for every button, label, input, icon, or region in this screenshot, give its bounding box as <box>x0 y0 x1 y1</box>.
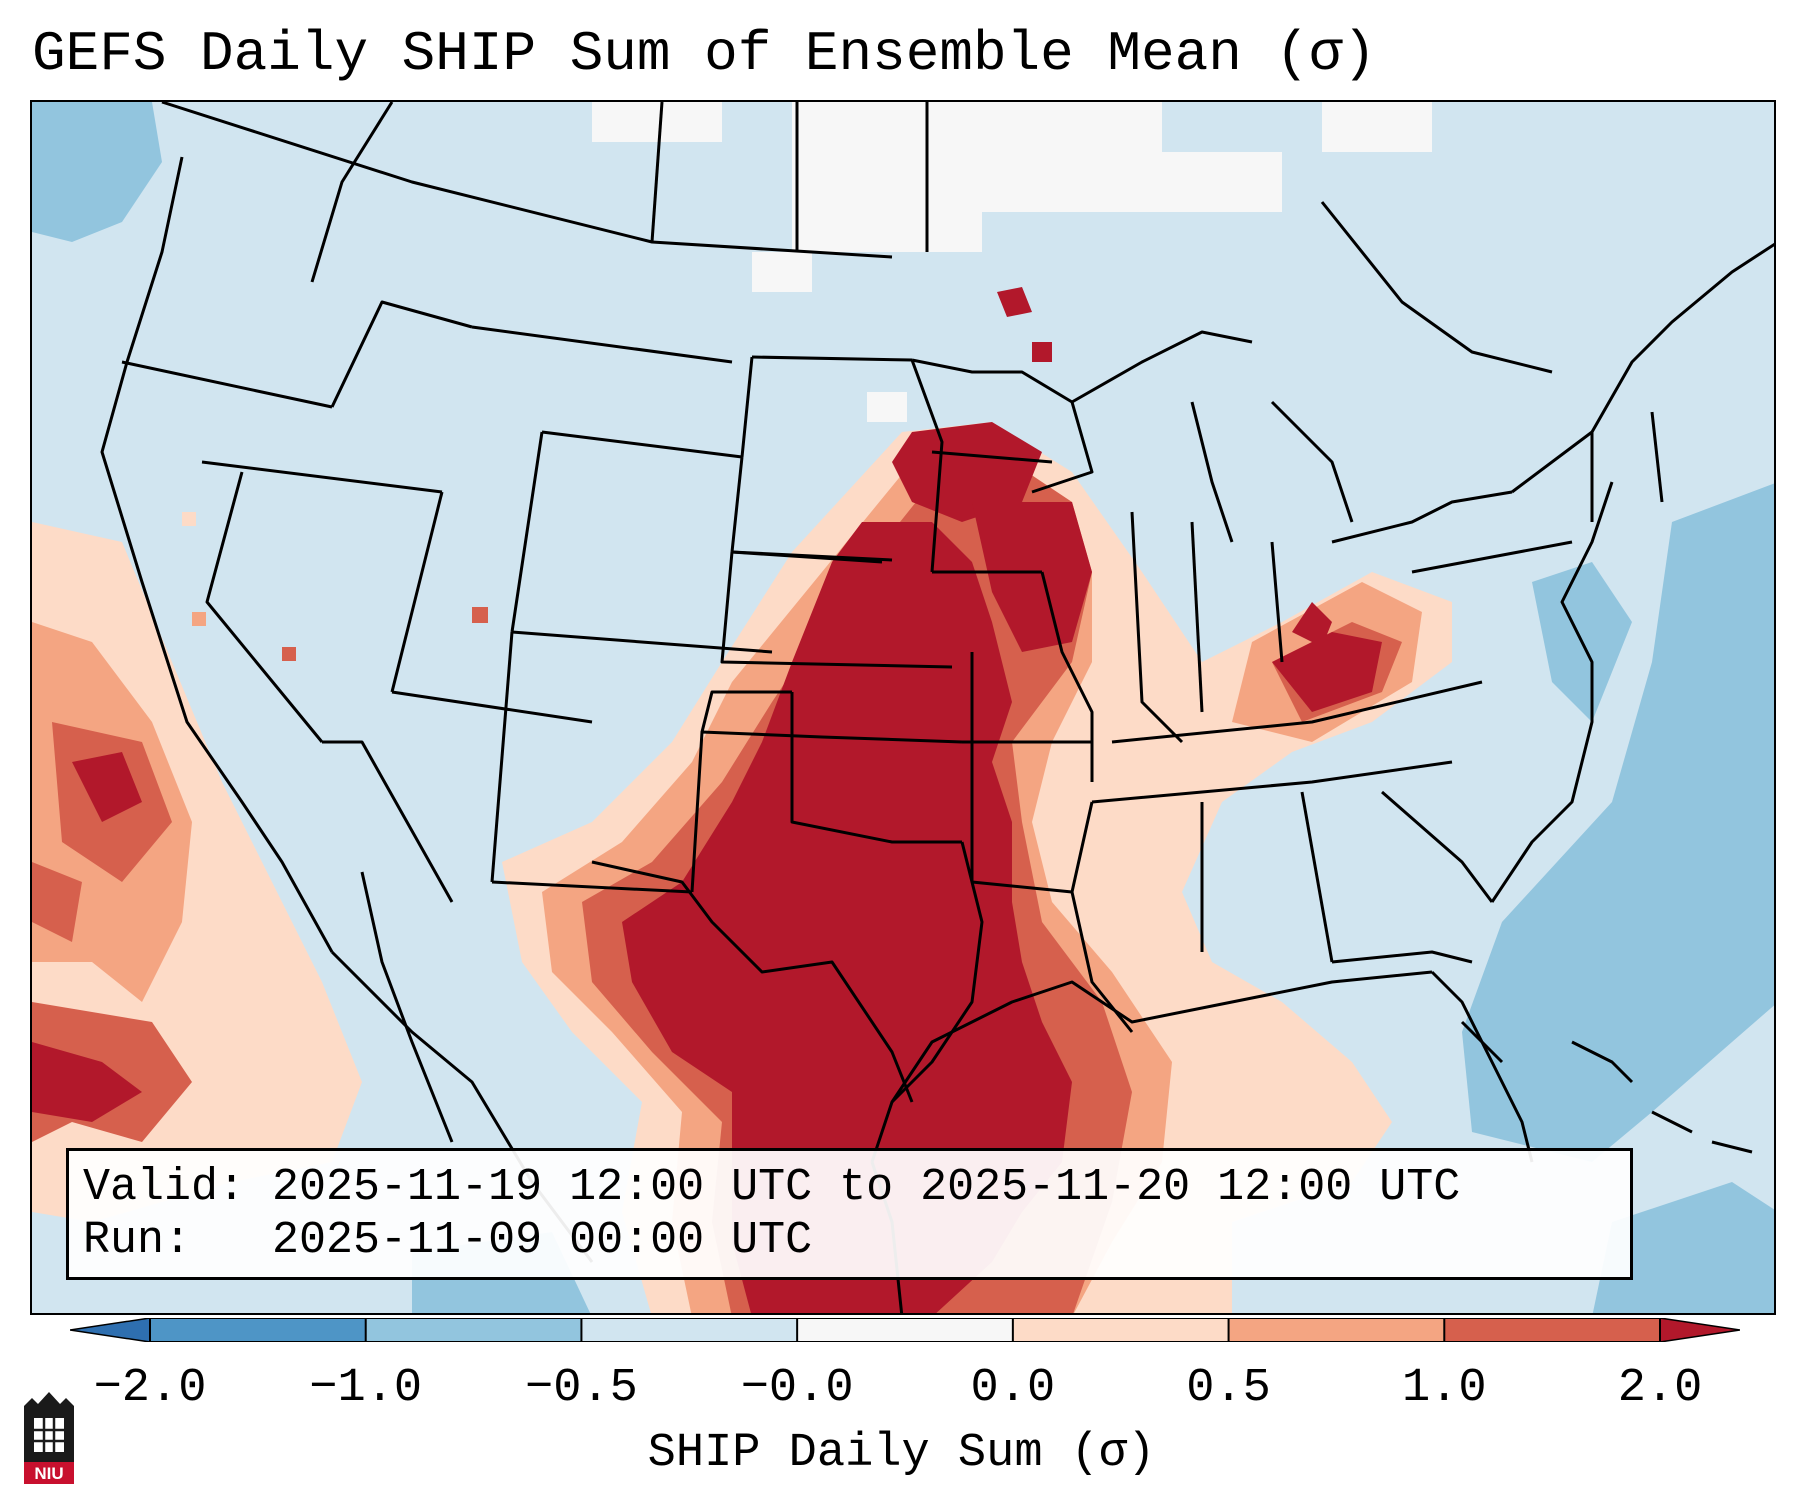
field-positive-west <box>32 522 362 1222</box>
colorbar-segment <box>150 1318 367 1342</box>
field-positive-central <box>502 287 1452 1313</box>
colorbar-segment <box>581 1318 798 1342</box>
run-time-text: Run: 2025-11-09 00:00 UTC <box>83 1215 813 1266</box>
validity-info-box: Valid: 2025-11-19 12:00 UTC to 2025-11-2… <box>66 1148 1633 1280</box>
map-panel <box>30 100 1776 1315</box>
colorbar-tick-label: −2.0 <box>93 1362 207 1415</box>
colorbar-label: SHIP Daily Sum (σ) <box>647 1427 1156 1480</box>
colorbar-tick-label: −0.5 <box>525 1362 638 1415</box>
valid-time-text: Valid: 2025-11-19 12:00 UTC to 2025-11-2… <box>83 1162 1461 1213</box>
chart-title: GEFS Daily SHIP Sum of Ensemble Mean (σ) <box>32 22 1377 86</box>
colorbar <box>70 1318 1740 1342</box>
colorbar-tick-label: −0.0 <box>740 1362 854 1415</box>
colorbar-segment <box>1444 1318 1661 1342</box>
colorbar-tick-label: 0.0 <box>970 1362 1056 1415</box>
colorbar-segment <box>365 1318 582 1342</box>
colorbar-tick-label: 2.0 <box>1617 1362 1703 1415</box>
colorbar-segment <box>797 1318 1014 1342</box>
colorbar-right-extension <box>1659 1318 1740 1342</box>
colorbar-tick-label: 1.0 <box>1401 1362 1487 1415</box>
colorbar-tick-label: −1.0 <box>309 1362 423 1415</box>
map-canvas <box>32 102 1774 1313</box>
colorbar-left-extension <box>70 1318 151 1342</box>
colorbar-segment <box>1228 1318 1445 1342</box>
colorbar-tick-label: 0.5 <box>1186 1362 1271 1415</box>
field-neutral-north <box>592 102 1432 422</box>
field-speckles <box>182 512 488 661</box>
logo-text: NIU <box>34 1464 63 1483</box>
colorbar-segment <box>1012 1318 1230 1342</box>
state-borders <box>100 102 1774 1313</box>
niu-logo: NIU <box>24 1392 74 1484</box>
